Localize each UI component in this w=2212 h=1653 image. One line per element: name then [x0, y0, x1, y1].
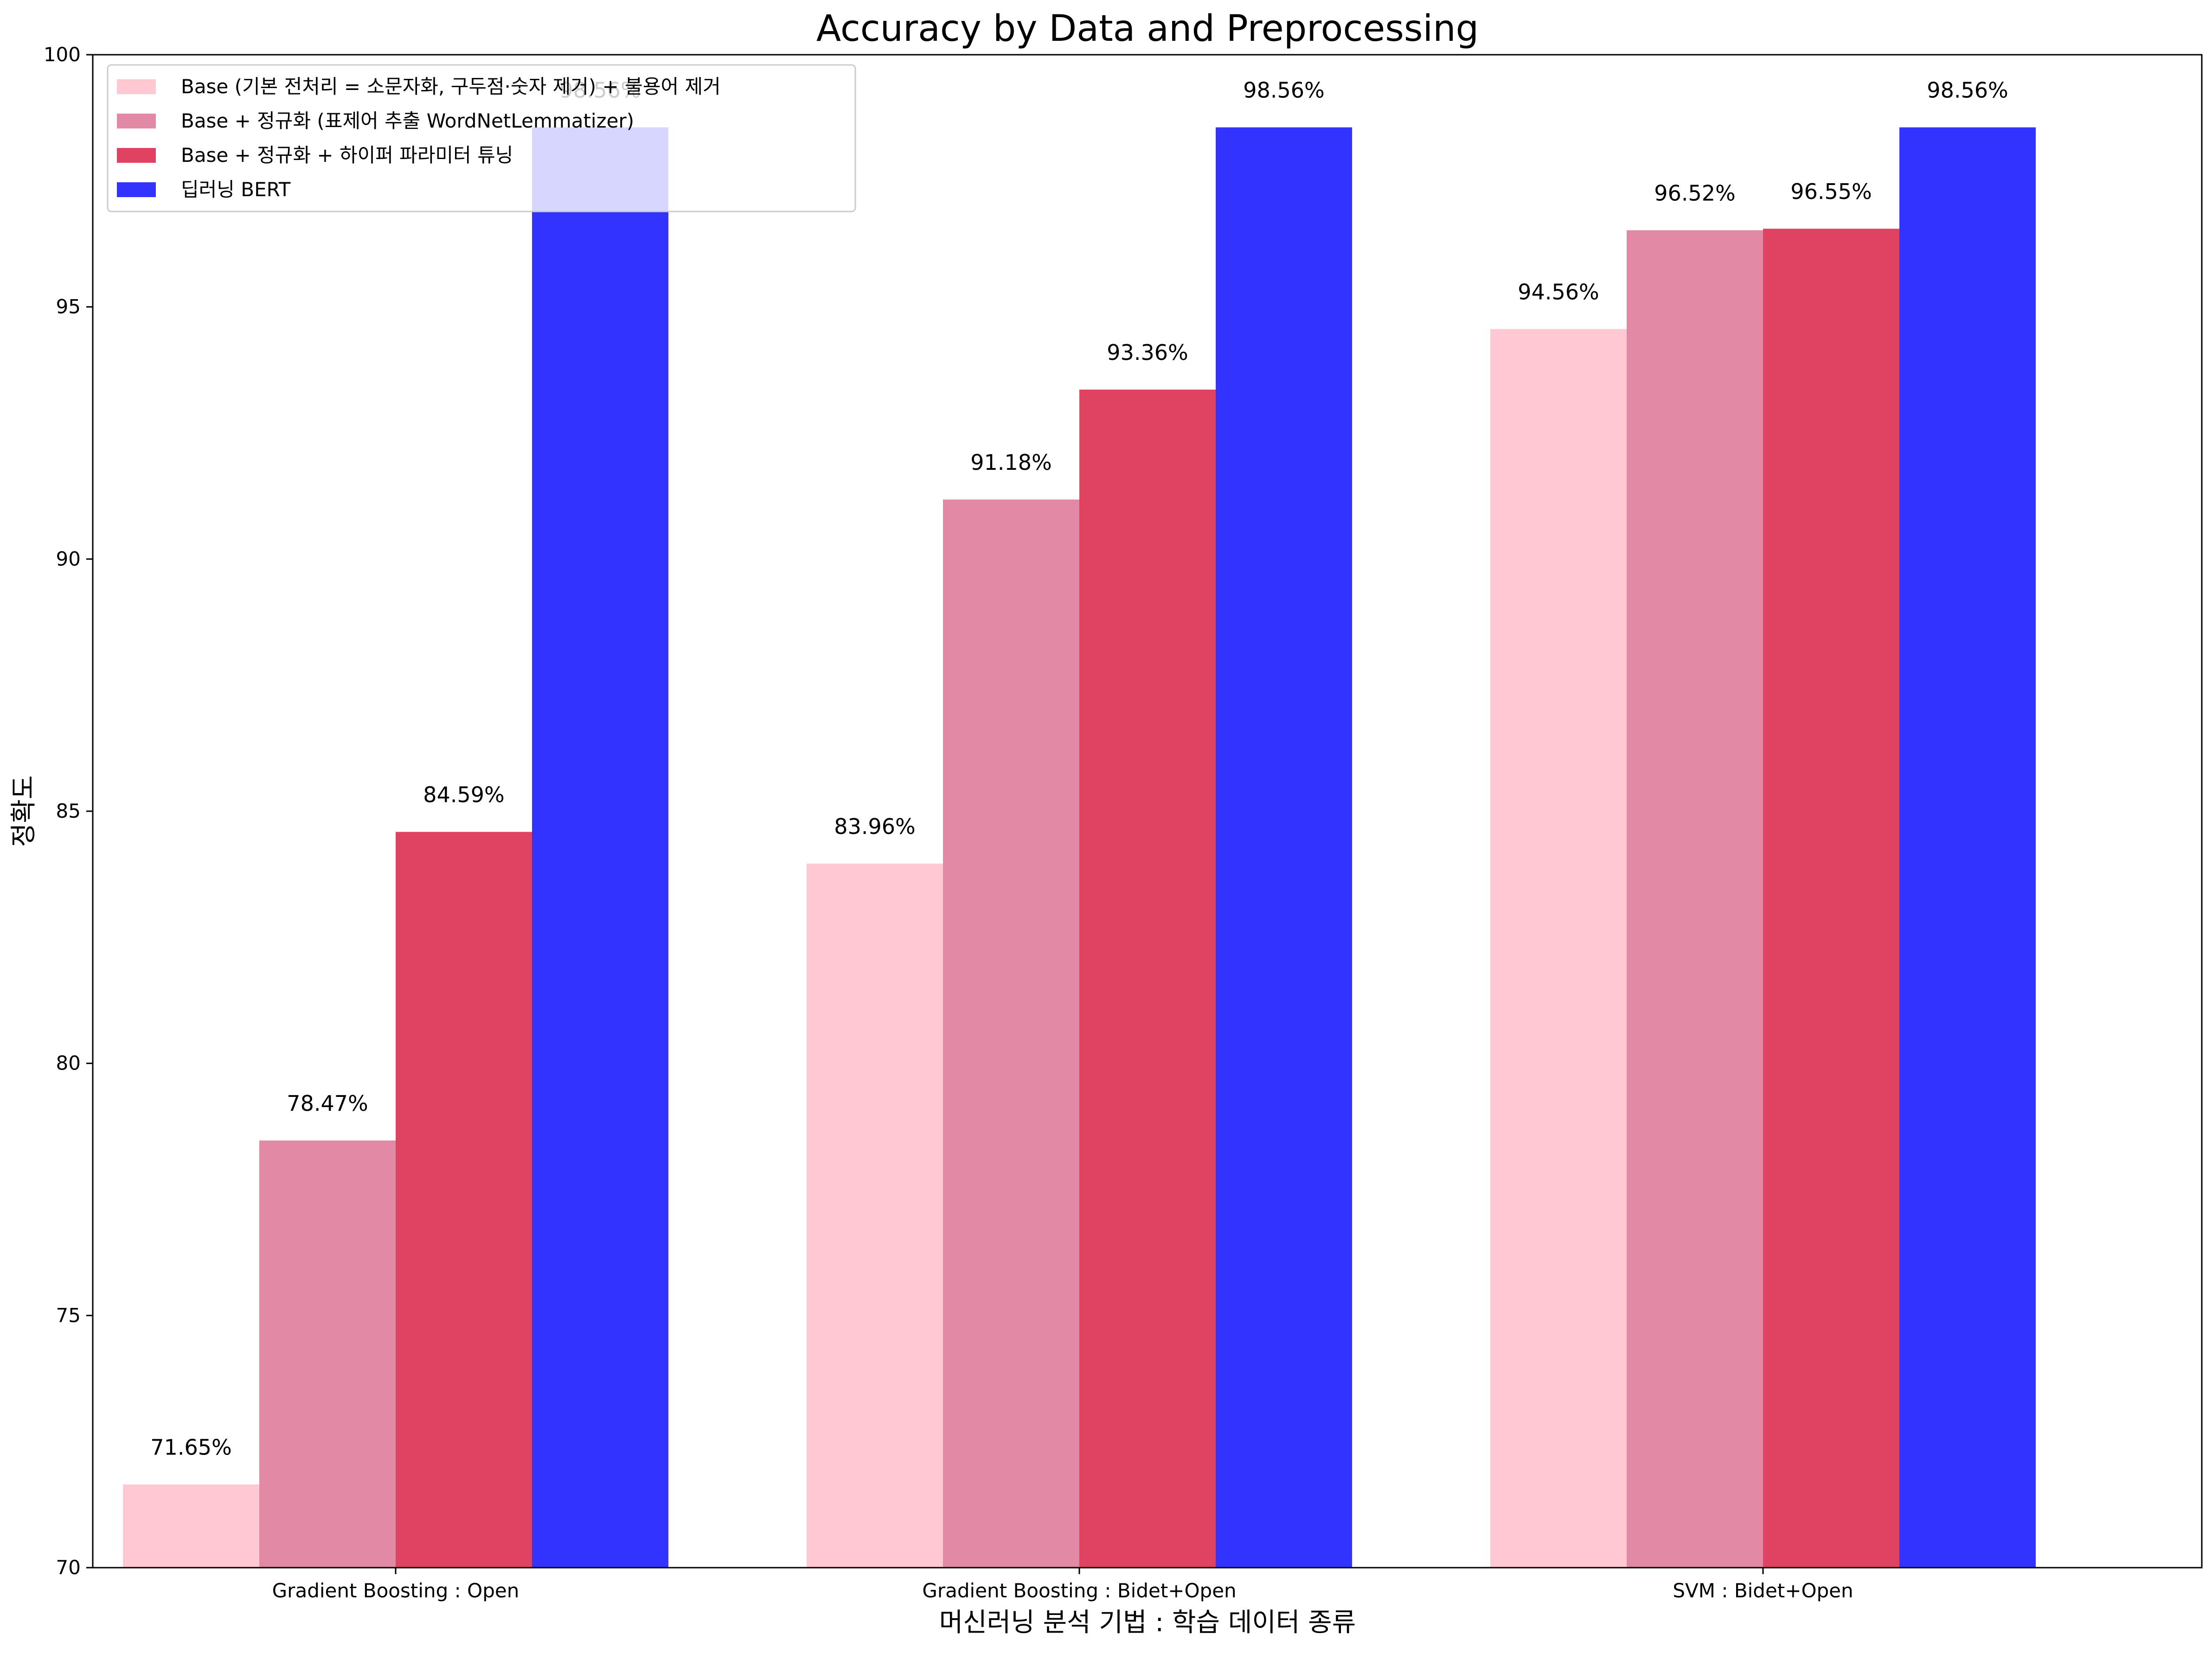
legend-label: Base (기본 전처리 = 소문자화, 구두점·숫자 제거) + 불용어 제거: [181, 75, 721, 98]
bar-series-2-cat-0: [396, 832, 532, 1568]
data-label: 84.59%: [423, 782, 504, 807]
bar-series-3-cat-0: [532, 127, 668, 1568]
plot-frame: [92, 54, 2203, 1569]
data-label: 93.36%: [1107, 340, 1188, 365]
legend: Base (기본 전처리 = 소문자화, 구두점·숫자 제거) + 불용어 제거…: [107, 64, 856, 212]
bar-series-2-cat-2: [1763, 229, 1899, 1568]
data-label: 83.96%: [834, 814, 915, 839]
data-label: 96.55%: [1790, 179, 1872, 204]
y-tick-label: 90: [56, 547, 81, 570]
bars-group: [123, 127, 2036, 1568]
x-axis-title: 머신러닝 분석 기법 : 학습 데이터 종류: [939, 1608, 1356, 1638]
data-label: 98.56%: [1243, 78, 1324, 103]
y-axis: 70 75 80 85 90 95 100: [44, 43, 93, 1579]
bar-series-1-cat-2: [1627, 230, 1763, 1568]
y-tick-label: 80: [56, 1052, 81, 1075]
y-tick-label: 85: [56, 800, 81, 822]
legend-box: [107, 64, 856, 212]
y-tick-label: 75: [56, 1304, 81, 1326]
data-label: 94.56%: [1518, 280, 1599, 305]
x-tick-label: SVM : Bidet+Open: [1673, 1579, 1853, 1602]
data-label: 91.18%: [970, 450, 1052, 475]
bar-series-3-cat-2: [1899, 127, 2036, 1568]
data-label: 96.52%: [1654, 180, 1735, 205]
legend-swatch: [117, 182, 156, 197]
y-tick-label: 70: [56, 1556, 81, 1579]
x-tick-label: Gradient Boosting : Bidet+Open: [922, 1579, 1236, 1602]
legend-label: 딥러닝 BERT: [181, 178, 291, 201]
y-tick-label: 100: [44, 43, 81, 66]
bar-series-2-cat-1: [1079, 389, 1216, 1568]
y-tick-label: 95: [56, 295, 81, 318]
data-label: 71.65%: [150, 1435, 231, 1460]
x-tick-label: Gradient Boosting : Open: [272, 1579, 519, 1602]
bar-series-3-cat-1: [1216, 127, 1352, 1568]
bar-series-1-cat-0: [259, 1140, 396, 1568]
bar-series-0-cat-2: [1490, 329, 1627, 1568]
legend-label: Base + 정규화 (표제어 추출 WordNetLemmatizer): [181, 109, 634, 132]
legend-swatch: [117, 148, 156, 163]
legend-swatch: [117, 79, 156, 94]
y-axis-title: 정확도: [9, 775, 39, 847]
bar-series-0-cat-0: [123, 1484, 259, 1568]
legend-swatch: [117, 114, 156, 128]
data-label: 78.47%: [287, 1091, 368, 1116]
legend-label: Base + 정규화 + 하이퍼 파라미터 튜닝: [181, 144, 513, 167]
bar-series-1-cat-1: [943, 500, 1079, 1568]
data-label: 98.56%: [1927, 78, 2008, 103]
bar-series-0-cat-1: [807, 864, 943, 1568]
chart-title: Accuracy by Data and Preprocessing: [816, 8, 1479, 50]
x-axis: Gradient Boosting : Open Gradient Boostin…: [272, 1568, 1853, 1602]
